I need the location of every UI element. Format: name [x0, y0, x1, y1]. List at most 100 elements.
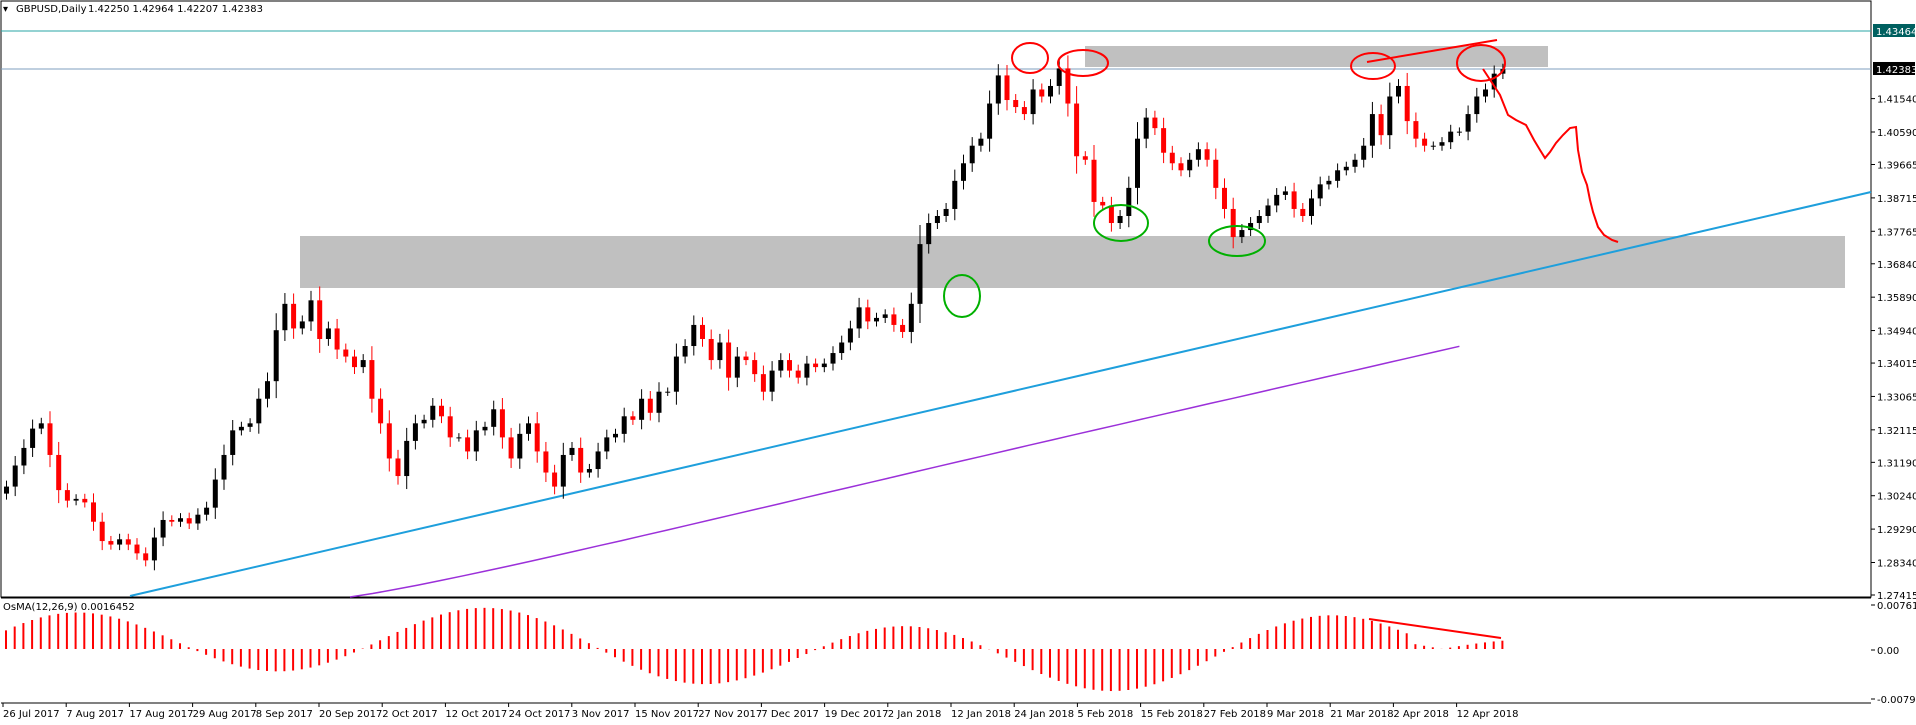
candle[interactable] [1222, 178, 1227, 219]
candle[interactable] [360, 354, 366, 374]
candle[interactable] [839, 335, 845, 360]
resistance-zone[interactable] [1085, 46, 1548, 67]
candle[interactable] [613, 428, 618, 443]
candle[interactable] [1309, 189, 1314, 225]
candle[interactable] [1187, 152, 1193, 178]
breakout-circle[interactable] [943, 274, 981, 318]
candle[interactable] [1439, 137, 1445, 151]
candle[interactable] [778, 353, 784, 378]
candle[interactable] [125, 533, 131, 551]
candle[interactable] [1126, 176, 1132, 228]
candle[interactable] [978, 132, 984, 152]
peak-circle-2[interactable] [1057, 49, 1109, 77]
candle[interactable] [1491, 65, 1497, 98]
candle[interactable] [586, 463, 592, 478]
candle[interactable] [1065, 55, 1071, 117]
candle[interactable] [700, 317, 705, 347]
osma-divergence-line[interactable] [1368, 618, 1502, 639]
candle[interactable] [995, 64, 1001, 115]
candle[interactable] [1030, 79, 1036, 125]
candle[interactable] [1178, 157, 1184, 177]
candle[interactable] [386, 410, 392, 472]
candle[interactable] [795, 364, 801, 384]
candle[interactable] [99, 512, 105, 551]
peak-circle-1[interactable] [1011, 42, 1049, 74]
candle[interactable] [299, 315, 305, 335]
trendline[interactable] [129, 191, 1872, 597]
candle[interactable] [317, 286, 323, 353]
candle[interactable] [1291, 182, 1297, 218]
candle[interactable] [64, 483, 70, 508]
candle[interactable] [56, 441, 62, 504]
candle[interactable] [282, 293, 288, 342]
candle[interactable] [1300, 202, 1306, 222]
candle[interactable] [891, 307, 897, 332]
candle[interactable] [499, 398, 505, 449]
candle[interactable] [856, 297, 862, 338]
candle[interactable] [1335, 163, 1341, 188]
support-zone[interactable] [300, 236, 1845, 288]
candle[interactable] [708, 329, 714, 370]
candle[interactable] [1135, 122, 1140, 205]
candle[interactable] [1048, 79, 1053, 104]
peak-circle-3[interactable] [1350, 52, 1396, 80]
candle[interactable] [421, 414, 427, 429]
dip-circle-2[interactable] [1208, 225, 1266, 257]
candle[interactable] [491, 400, 497, 436]
price-divergence-line[interactable] [1366, 39, 1498, 63]
candle[interactable] [743, 351, 749, 366]
candle[interactable] [160, 511, 166, 547]
candle[interactable] [508, 427, 514, 468]
candle[interactable] [1274, 188, 1280, 213]
candle[interactable] [1378, 104, 1384, 145]
candle[interactable] [308, 290, 314, 331]
candle[interactable] [1204, 142, 1210, 167]
candle[interactable] [256, 388, 262, 434]
candle[interactable] [595, 442, 601, 478]
candle[interactable] [1413, 112, 1419, 148]
candle[interactable] [882, 309, 888, 323]
candle[interactable] [1256, 210, 1262, 229]
candle[interactable] [395, 449, 401, 485]
candle[interactable] [1143, 108, 1149, 149]
candle[interactable] [186, 512, 192, 530]
candle[interactable] [900, 318, 906, 338]
candle[interactable] [821, 358, 827, 373]
candle[interactable] [30, 419, 36, 457]
candle[interactable] [38, 417, 44, 435]
candle[interactable] [673, 343, 679, 405]
candle[interactable] [917, 224, 923, 323]
candle[interactable] [82, 493, 88, 508]
candle[interactable] [1282, 186, 1288, 200]
candle[interactable] [430, 398, 436, 428]
candle[interactable] [647, 390, 653, 421]
candle[interactable] [1152, 110, 1158, 135]
candle[interactable] [1361, 137, 1367, 168]
candle[interactable] [604, 429, 610, 460]
candle[interactable] [291, 293, 297, 339]
candle[interactable] [265, 372, 270, 408]
projected-path[interactable] [1482, 68, 1619, 243]
candle[interactable] [1074, 86, 1080, 174]
candle[interactable] [1004, 65, 1010, 111]
candle[interactable] [117, 533, 123, 551]
candle[interactable] [1230, 197, 1236, 249]
candle[interactable] [665, 387, 671, 396]
candle[interactable] [221, 444, 227, 490]
candle[interactable] [1430, 141, 1436, 150]
candle[interactable] [1404, 72, 1410, 135]
candle[interactable] [787, 353, 792, 378]
candle[interactable] [334, 318, 340, 360]
candle[interactable] [169, 515, 175, 527]
candle[interactable] [908, 292, 914, 344]
candle[interactable] [1343, 161, 1349, 176]
candle[interactable] [569, 441, 575, 461]
candle[interactable] [439, 398, 444, 424]
candle[interactable] [204, 501, 210, 521]
candle[interactable] [543, 441, 549, 483]
candle[interactable] [760, 365, 766, 401]
candle[interactable] [1396, 79, 1401, 104]
dip-circle-1[interactable] [1093, 204, 1149, 242]
candle[interactable] [1352, 153, 1358, 173]
